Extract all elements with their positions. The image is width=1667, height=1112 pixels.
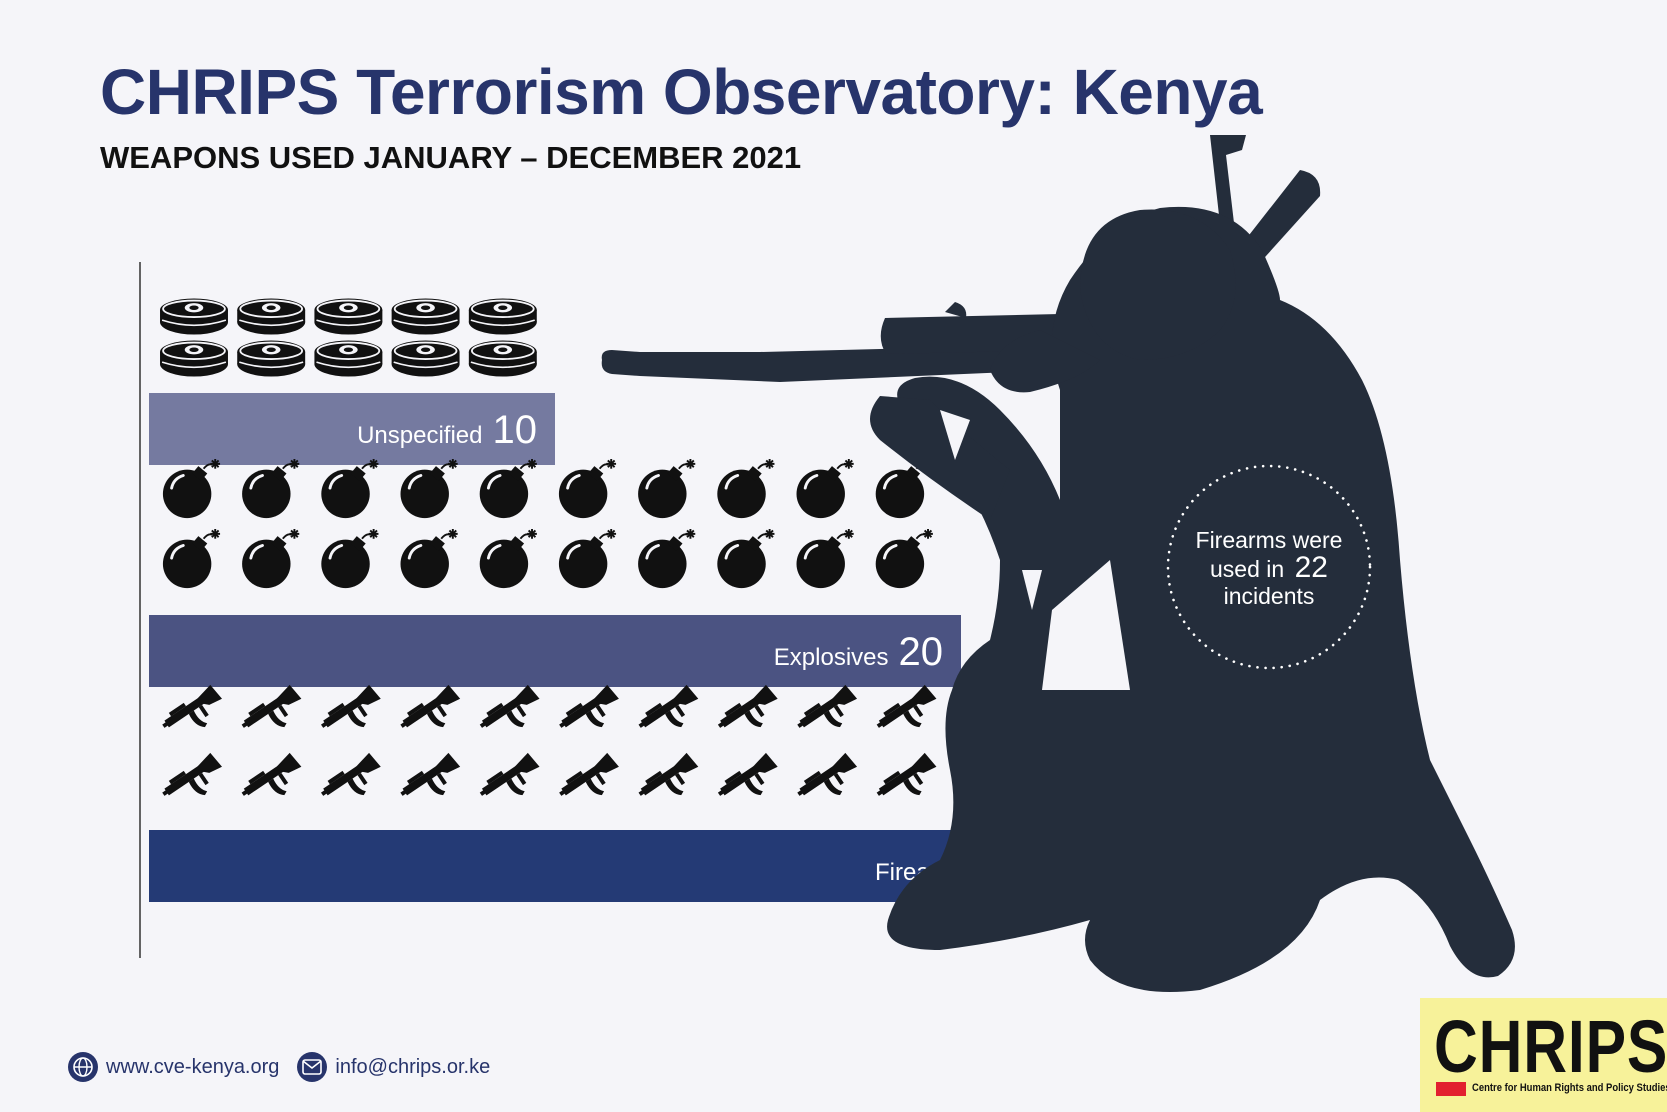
footer: www.cve-kenya.org info@chrips.or.ke [68,1052,498,1082]
rifle-icon [317,683,382,740]
bomb-icon [795,529,856,590]
bomb-icon [557,529,618,590]
bomb-icon [715,459,776,520]
footer-email-text: info@chrips.or.ke [335,1055,491,1078]
callout-ring [1166,464,1372,670]
rifle-icon [873,751,938,808]
rifle-icon [555,751,620,808]
footer-email[interactable]: info@chrips.or.ke [297,1052,490,1082]
bar-label-explosives: Explosives 20 [774,630,943,674]
bomb-icon [715,529,776,590]
landmine-icon [236,297,307,336]
bomb-icon [795,459,856,520]
bomb-icon [319,459,380,520]
rifle-icon [159,751,223,808]
callout-line-3: incidents [1224,583,1315,609]
rifle-icon [238,751,303,808]
bar-value-unspecified: 10 [493,408,538,452]
bar-category-unspecified: Unspecified [357,422,482,449]
logo-tagline: Centre for Human Rights and Policy Studi… [1472,1082,1667,1094]
landmine-icon [159,339,229,378]
rifle-icon [397,751,462,808]
bomb-icon [240,459,301,520]
rifle-icon [238,683,303,740]
footer-website-text: www.cve-kenya.org [106,1055,280,1078]
bomb-icon [478,459,539,520]
rifle-icon [476,751,541,808]
footer-website[interactable]: www.cve-kenya.org [68,1052,279,1082]
rifle-icon [476,683,541,740]
bar-firearms [149,830,1043,902]
landmine-icon [236,339,307,378]
landmine-icon [467,339,538,378]
rifle-icon [714,683,779,740]
logo-wordmark: CHRIPS [1434,1005,1667,1088]
landmine-icon [390,297,461,336]
rifle-icon [794,751,859,808]
chrips-logo: CHRIPS Centre for Human Rights and Polic… [1420,998,1667,1112]
mail-icon [297,1052,328,1082]
soldier-silhouette-icon [601,135,1515,992]
bar-explosives [149,615,961,687]
bomb-icon [874,529,935,590]
rifle-icon [397,683,462,740]
rifle-icon [873,683,938,740]
bar-unspecified [149,393,555,465]
bomb-icon [240,529,301,590]
callout-value: 22 [1295,551,1328,584]
bar-category-explosives: Explosives [774,644,889,671]
bomb-icon [636,529,697,590]
rifle-icon [635,683,700,740]
callout-line-2: used in 22 [1210,551,1328,584]
bar-value-explosives: 20 [899,630,944,674]
logo-red-bar [1436,1082,1466,1096]
globe-icon [68,1052,98,1082]
callout-line-2-prefix: used in [1210,556,1284,582]
bomb-icon [319,529,380,590]
landmine-icon [159,297,229,336]
landmine-icon [467,297,538,336]
page-subtitle: WEAPONS USED JANUARY – DECEMBER 2021 [100,140,802,175]
landmine-icon [313,339,384,378]
rifle-icon [714,751,779,808]
callout-line-1: Firearms were [1196,527,1343,553]
bomb-icon [557,459,618,520]
bomb-icon [399,459,460,520]
bomb-icon [478,529,539,590]
bomb-icon [636,459,697,520]
bomb-icon [399,529,460,590]
bomb-icon [161,459,222,520]
rifle-icon [635,751,700,808]
landmine-icon [313,297,384,336]
page-title: CHRIPS Terrorism Observatory: Kenya [100,56,1263,128]
bomb-icon [161,529,222,590]
rifle-icon [159,683,223,740]
rifle-icon [317,751,382,808]
landmine-icon [390,339,461,378]
bar-label-unspecified: Unspecified 10 [357,408,537,452]
rifle-icon [794,683,859,740]
rifle-icon [555,683,620,740]
